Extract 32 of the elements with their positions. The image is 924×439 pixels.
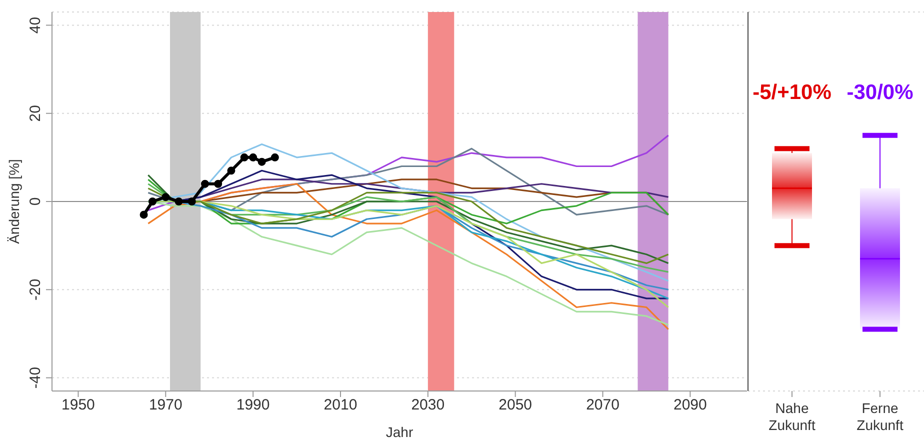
y-axis-title: Änderung [%] — [6, 159, 22, 244]
point — [249, 153, 258, 162]
point — [270, 153, 279, 162]
x-tick-label: 2070 — [586, 396, 620, 414]
line-series — [147, 148, 670, 216]
y-tick-label: -20 — [27, 278, 44, 300]
y-tick-label: 40 — [27, 16, 44, 34]
x-tick-label: 2030 — [411, 396, 445, 414]
x-tick-label: 2050 — [498, 396, 532, 414]
point — [174, 198, 183, 206]
x-axis-title: Jahr — [386, 424, 414, 439]
point — [200, 180, 209, 188]
x-tick-label: 1990 — [236, 396, 270, 414]
x-tick-label: Ferne Zukunft — [856, 400, 904, 433]
x-tick-label: 1950 — [62, 396, 95, 414]
point — [258, 158, 266, 166]
y-tick-label: -40 — [27, 366, 44, 389]
y-tick-label: 0 — [27, 197, 44, 206]
point — [214, 180, 222, 188]
point — [240, 153, 248, 162]
y-tick-label: 20 — [27, 105, 44, 122]
annotation: -5/+10% — [752, 81, 832, 104]
point — [162, 193, 170, 202]
x-tick-label: 2090 — [673, 396, 707, 414]
point — [227, 166, 236, 175]
point — [140, 210, 148, 219]
x-tick-label: 2010 — [324, 396, 358, 414]
point — [188, 198, 196, 206]
x-tick-label: 1970 — [148, 396, 182, 414]
annotation: -30/0% — [846, 81, 914, 104]
point — [148, 198, 157, 206]
x-tick-label: Nahe Zukunft — [768, 400, 816, 433]
